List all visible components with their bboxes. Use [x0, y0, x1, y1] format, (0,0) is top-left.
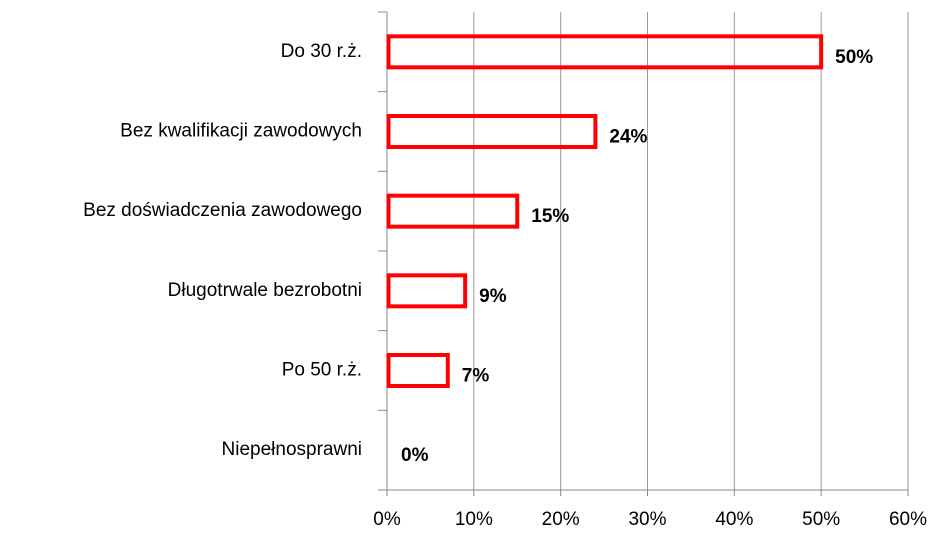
x-tick-label: 10% — [455, 509, 493, 530]
value-label: 9% — [479, 286, 507, 307]
value-label: 15% — [531, 206, 569, 227]
x-tick-label: 0% — [373, 509, 401, 530]
x-tick-label: 60% — [889, 509, 927, 530]
y-tick-label: Po 50 r.ż. — [282, 360, 362, 381]
bar — [386, 353, 450, 388]
bar — [386, 114, 598, 149]
value-label: 7% — [462, 366, 490, 387]
value-label: 50% — [835, 47, 873, 68]
bar — [386, 193, 520, 229]
y-tick-label: Bez doświadczenia zawodowego — [83, 200, 362, 221]
x-tick-label: 40% — [715, 509, 753, 530]
y-tick-label: Do 30 r.ż. — [281, 41, 362, 62]
y-tick-label: Niepełnosprawni — [222, 439, 362, 460]
x-tick-label: 50% — [802, 509, 840, 530]
x-tick-label: 20% — [542, 509, 580, 530]
bar — [386, 34, 824, 70]
y-tick-label: Bez kwalifikacji zawodowych — [120, 121, 362, 142]
y-tick-label: Długotrwale bezrobotni — [168, 280, 362, 301]
value-label: 0% — [401, 445, 429, 466]
x-tick-label: 30% — [628, 509, 666, 530]
bar — [386, 273, 468, 309]
value-label: 24% — [609, 127, 647, 148]
